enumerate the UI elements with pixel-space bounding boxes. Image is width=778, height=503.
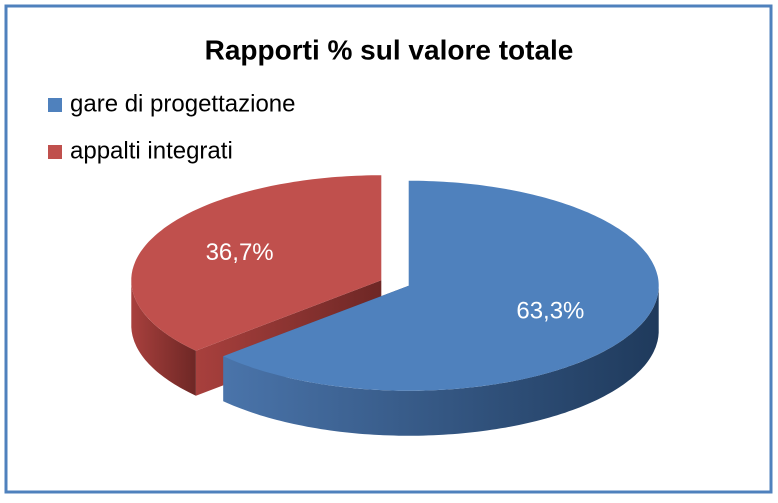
data-label: 36,7% [206,239,274,266]
legend-label: appalti integrati [70,137,233,164]
slice [223,180,659,391]
slice-side [131,280,196,396]
data-label: 63,3% [516,297,584,324]
slice [131,175,382,351]
legend-swatch [48,98,62,112]
legend-label: gare di progettazione [70,90,296,117]
slice-side [223,285,659,436]
legend-swatch [48,145,62,159]
chart-title: Rapporti % sul valore totale [205,34,574,65]
